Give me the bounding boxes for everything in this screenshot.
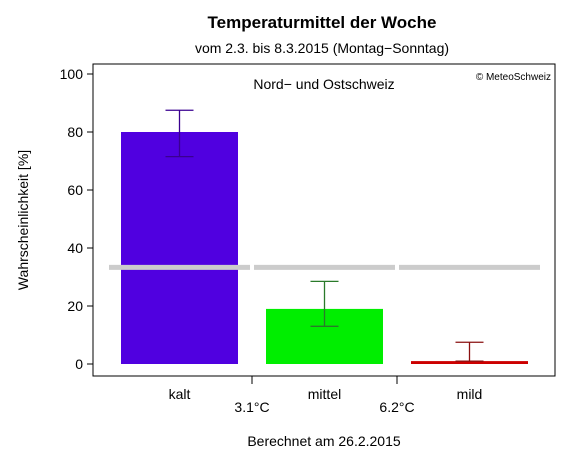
category-label: kalt: [169, 386, 191, 402]
y-tick-label: 0: [75, 356, 83, 372]
error-bars: [165, 109, 484, 362]
chart-subtitle: vom 2.3. bis 8.3.2015 (Montag−Sonntag): [195, 40, 449, 56]
y-axis-label: Wahrscheinlichkeit [%]: [15, 150, 31, 290]
y-axis: 0 20 40 60 80 100: [60, 66, 93, 372]
bars: [121, 132, 528, 364]
bar-kalt: [121, 132, 238, 364]
y-tick-label: 80: [67, 124, 83, 140]
category-label: mild: [457, 386, 483, 402]
category-label: mittel: [308, 386, 341, 402]
bar-mild: [411, 361, 528, 364]
y-tick-label: 40: [67, 240, 83, 256]
x-axis-label: Berechnet am 26.2.2015: [247, 433, 401, 449]
plot-frame: [92, 63, 556, 377]
threshold-label: 6.2°C: [379, 399, 414, 415]
x-axis: kalt mittel mild 3.1°C 6.2°C: [169, 376, 483, 415]
copyright-label: © MeteoSchweiz: [476, 72, 551, 83]
region-label: Nord− und Ostschweiz: [253, 76, 394, 92]
chart-title: Temperaturmittel der Woche: [208, 13, 437, 32]
y-tick-label: 60: [67, 182, 83, 198]
y-tick-label: 20: [67, 298, 83, 314]
threshold-label: 3.1°C: [234, 399, 269, 415]
y-tick-label: 100: [60, 66, 84, 82]
